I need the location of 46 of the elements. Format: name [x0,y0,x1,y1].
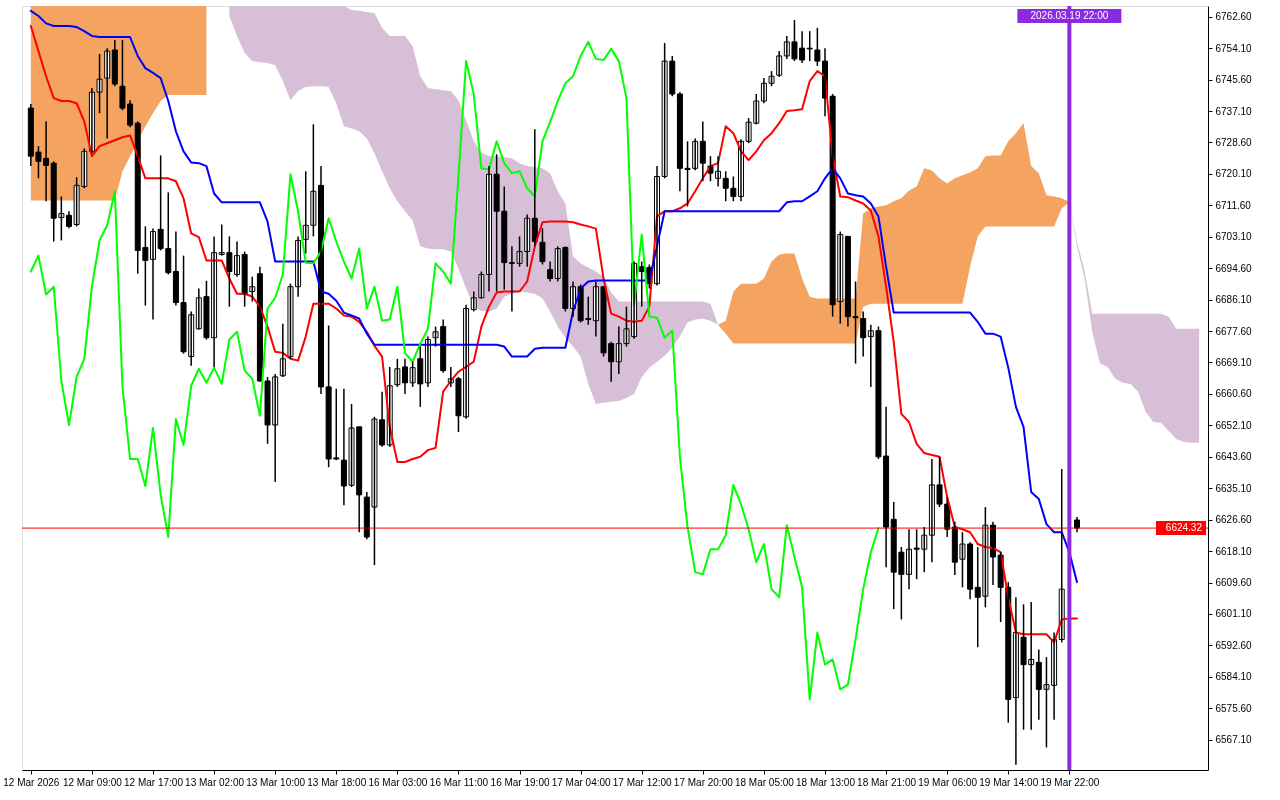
y-tick-label: 6635.10 [1215,482,1253,494]
x-tick-label: 17 Mar 04:00 [551,776,612,788]
y-tick-label: 6609.60 [1215,577,1253,589]
candlestick [539,227,546,266]
y-tick-label: 6694.60 [1215,262,1253,274]
x-tick-label: 12 Mar 17:00 [124,776,184,788]
x-tick-label: 13 Mar 02:00 [185,776,245,788]
y-tick-label: 6754.10 [1215,42,1253,54]
y-tick-label: 6703.10 [1215,231,1253,243]
x-tick-label: 18 Mar 13:00 [796,776,856,788]
y-tick-label: 6660.60 [1215,388,1253,400]
x-tick-label: 13 Mar 18:00 [307,776,367,788]
x-tick-label: 12 Mar 09:00 [62,776,123,788]
y-tick-label: 6686.10 [1215,294,1253,306]
y-tick-label: 6592.60 [1215,639,1253,651]
x-tick-label: 16 Mar 11:00 [429,776,489,788]
y-tick-label: 6669.10 [1215,356,1253,368]
y-tick-label: 6711.60 [1215,199,1252,211]
y-tick-label: 6652.10 [1215,419,1253,431]
line-series [29,40,880,701]
y-tick-label: 6762.60 [1215,11,1253,23]
y-tick-label: 6567.10 [1215,734,1253,746]
y-tick-label: 6677.60 [1215,325,1253,337]
x-tick-label: 16 Mar 19:00 [490,776,550,788]
y-tick-label: 6626.60 [1215,514,1253,526]
ref-line-label: 6624.32 [1165,522,1203,534]
y-tick-label: 6575.60 [1215,702,1253,714]
x-tick-label: 18 Mar 21:00 [857,776,917,788]
y-tick-label: 6618.10 [1215,545,1253,557]
y-tick-label: 6728.60 [1215,136,1253,148]
y-tick-label: 6601.10 [1215,608,1253,620]
y-tick-label: 6720.10 [1215,168,1253,180]
x-tick-label: 19 Mar 22:00 [1040,776,1100,788]
x-tick-label: 17 Mar 12:00 [612,776,673,788]
x-tick-label: 18 Mar 05:00 [734,776,795,788]
x-tick-label: 19 Mar 14:00 [979,776,1039,788]
y-tick-label: 6643.60 [1215,451,1253,463]
x-tick-label: 16 Mar 03:00 [368,776,428,788]
x-tick-label: 13 Mar 10:00 [246,776,306,788]
x-tick-label: 17 Mar 20:00 [673,776,734,788]
y-tick-label: 6745.60 [1215,74,1253,86]
x-tick-label: 19 Mar 06:00 [918,776,978,788]
x-tick-label: 12 Mar 2026 [3,776,60,788]
y-tick-label: 6737.10 [1215,105,1253,117]
ref-line-label: 2026.03.19 22:00 [1030,10,1109,21]
y-tick-label: 6584.10 [1215,671,1253,683]
